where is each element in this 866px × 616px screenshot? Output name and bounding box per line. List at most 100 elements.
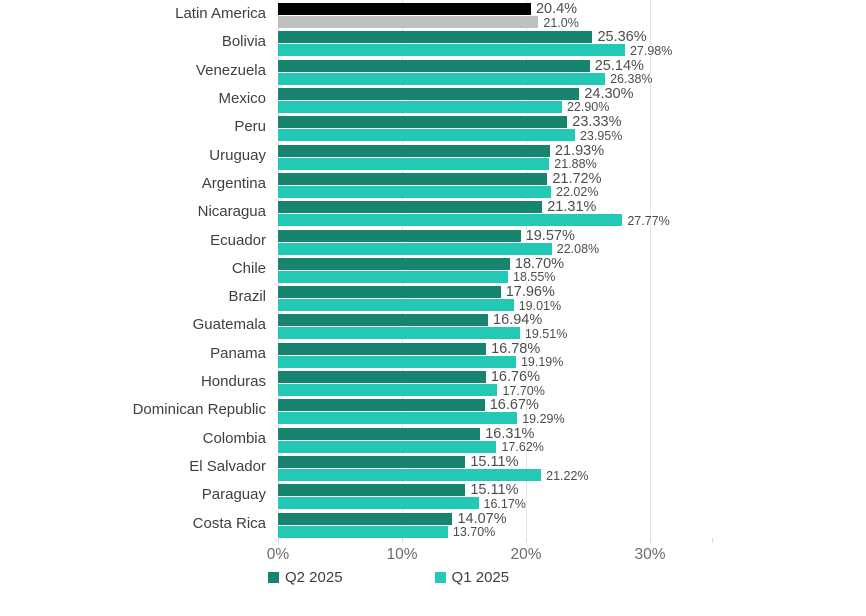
bar-group: 21.72% 22.02% — [278, 170, 712, 199]
data-label-q2-2025: 17.96% — [505, 284, 555, 301]
data-label-q1-2025: 19.01% — [518, 298, 562, 313]
bar-q1-2025[interactable] — [278, 299, 514, 312]
data-label-q2-2025: 23.33% — [572, 114, 622, 131]
bar-q1-2025[interactable] — [278, 185, 552, 198]
legend-item-q1-2025[interactable]: Q1 2025 — [434, 569, 509, 586]
chart-row: Venezuela 25.14% 26.38% — [0, 57, 712, 87]
data-label-q2-2025: 20.4% — [535, 1, 578, 17]
bar-q1-2025[interactable] — [278, 242, 552, 255]
bar-q2-2025[interactable] — [278, 484, 466, 497]
bar-q2-2025[interactable] — [278, 201, 543, 214]
data-label-q2-2025: 16.76% — [490, 369, 540, 386]
category-label: Honduras — [200, 373, 266, 391]
chart-row: Costa Rica 14.07% 13.70% — [0, 510, 712, 540]
data-label-q2-2025: 15.11% — [470, 454, 519, 470]
bar-q2-2025[interactable] — [278, 399, 485, 412]
data-label-q1-2025: 26.38% — [610, 72, 653, 87]
bar-group: 16.67% 19.29% — [278, 396, 712, 426]
data-label-q1-2025: 19.19% — [520, 355, 564, 370]
data-label-q2-2025: 21.72% — [552, 170, 602, 187]
category-label: Uruguay — [209, 146, 266, 164]
chart-row: Dominican Republic 16.67% 19.29% — [0, 396, 712, 426]
bar-q2-2025[interactable] — [278, 59, 590, 72]
bar-q2-2025[interactable] — [278, 257, 510, 270]
chart-row: Uruguay 21.93% 21.88% — [0, 142, 712, 172]
data-label-q2-2025: 21.31% — [547, 199, 597, 216]
bar-q1-2025[interactable] — [278, 214, 623, 227]
bar-q2-2025[interactable] — [278, 371, 486, 384]
chart-row: Guatemala 16.94% 19.51% — [0, 311, 712, 341]
bar-q1-2025[interactable] — [278, 384, 498, 397]
data-label-q2-2025: 16.94% — [493, 312, 543, 329]
data-label-q1-2025: 17.62% — [501, 440, 544, 455]
bar-q2-2025[interactable] — [278, 342, 487, 355]
data-label-q1-2025: 19.51% — [524, 326, 568, 341]
bar-q2-2025[interactable] — [278, 286, 501, 299]
bar-q1-2025[interactable] — [278, 72, 606, 85]
legend-item-q2-2025[interactable]: Q2 2025 — [268, 569, 343, 586]
data-label-q1-2025: 21.88% — [554, 157, 597, 172]
category-label: Chile — [231, 259, 266, 277]
bar-q2-2025[interactable] — [278, 87, 580, 100]
category-label: Latin America — [175, 5, 266, 22]
bar-q2-2025[interactable] — [278, 3, 531, 15]
chart-row: Nicaragua 21.31% 27.77% — [0, 198, 712, 228]
bar-rows: Latin America 20.4% 21.0% Bolivia 25.36% 27.9… — [0, 0, 712, 540]
bar-group: 21.93% 21.88% — [278, 142, 712, 172]
chart-row: Panama 16.78% 19.19% — [0, 340, 712, 370]
bar-group: 16.78% 19.19% — [278, 340, 712, 370]
category-label: Dominican Republic — [132, 401, 266, 419]
data-label-q1-2025: 27.77% — [627, 213, 670, 228]
bar-q2-2025[interactable] — [278, 144, 550, 157]
bar-group: 19.57% 22.08% — [278, 227, 712, 256]
chart-row: Ecuador 19.57% 22.08% — [0, 227, 712, 257]
bar-q2-2025[interactable] — [278, 172, 548, 185]
bar-q2-2025[interactable] — [278, 116, 568, 129]
category-label: Panama — [210, 344, 266, 362]
bar-q1-2025[interactable] — [278, 469, 542, 481]
bar-q2-2025[interactable] — [278, 31, 593, 44]
bar-q1-2025[interactable] — [278, 497, 479, 510]
bar-group: 15.11% 21.22% — [278, 453, 712, 483]
bar-q1-2025[interactable] — [278, 355, 516, 368]
data-label-q1-2025: 16.17% — [483, 496, 526, 511]
bar-q1-2025[interactable] — [278, 44, 625, 57]
data-label-q1-2025: 22.08% — [556, 242, 600, 256]
bar-q1-2025[interactable] — [278, 412, 518, 425]
data-label-q1-2025: 27.98% — [629, 43, 673, 58]
category-label: Nicaragua — [197, 203, 266, 221]
legend-swatch-q1-2025 — [434, 572, 446, 583]
axis-tick — [526, 538, 527, 543]
axis-tick-label: 0% — [266, 546, 290, 563]
data-label-q2-2025: 14.07% — [457, 510, 507, 527]
bar-q1-2025[interactable] — [278, 129, 575, 142]
category-label: Brazil — [228, 288, 266, 306]
bar-q1-2025[interactable] — [278, 157, 550, 170]
chart-row: Brazil 17.96% 19.01% — [0, 283, 712, 313]
data-label-q1-2025: 13.70% — [452, 525, 496, 540]
bar-group: 25.14% 26.38% — [278, 57, 712, 87]
bar-group: 23.33% 23.95% — [278, 113, 712, 143]
bar-q1-2025[interactable] — [278, 440, 497, 453]
chart-row: Honduras 16.76% 17.70% — [0, 368, 712, 398]
data-label-q2-2025: 16.31% — [485, 425, 535, 442]
bar-q2-2025[interactable] — [278, 229, 521, 242]
bar-q2-2025[interactable] — [278, 427, 481, 440]
bar-q1-2025[interactable] — [278, 100, 562, 113]
chart-row: Bolivia 25.36% 27.98% — [0, 28, 712, 58]
category-label: Argentina — [201, 174, 266, 192]
bar-group: 18.70% 18.55% — [278, 255, 712, 284]
bar-group: 20.4% 21.0% — [278, 0, 712, 30]
bar-group: 21.31% 27.77% — [278, 198, 712, 228]
bar-q2-2025[interactable] — [278, 512, 453, 525]
data-label-q1-2025: 21.0% — [543, 15, 579, 30]
bar-q1-2025[interactable] — [278, 16, 539, 28]
bar-q1-2025[interactable] — [278, 525, 448, 538]
bar-q1-2025[interactable] — [278, 327, 520, 340]
bar-group: 14.07% 13.70% — [278, 510, 712, 540]
bar-q2-2025[interactable] — [278, 456, 466, 468]
bar-group: 25.36% 27.98% — [278, 28, 712, 58]
bar-q2-2025[interactable] — [278, 314, 489, 327]
data-label-q2-2025: 25.36% — [597, 29, 647, 46]
bar-q1-2025[interactable] — [278, 270, 509, 283]
